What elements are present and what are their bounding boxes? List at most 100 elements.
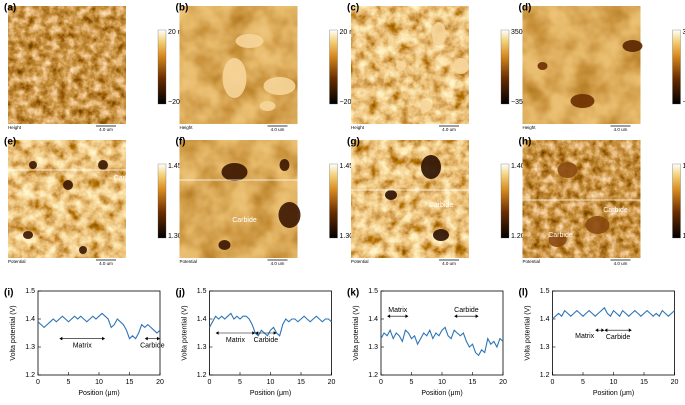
grain bbox=[218, 240, 231, 250]
grain bbox=[385, 190, 397, 200]
panel-label: (j) bbox=[176, 288, 185, 299]
colorbar bbox=[157, 29, 167, 105]
grain bbox=[23, 231, 33, 239]
y-tick-label: 1.2 bbox=[368, 372, 378, 379]
colorbar bbox=[500, 163, 510, 239]
panel-label: (h) bbox=[519, 137, 532, 148]
x-tick-label: 5 bbox=[238, 379, 242, 386]
colorbar-max: 1.45 V bbox=[683, 163, 685, 170]
scale-label: 4.0 um bbox=[614, 127, 628, 132]
grain bbox=[432, 22, 446, 46]
panel-label: (c) bbox=[347, 3, 359, 14]
colorbar-max: 1.45 V bbox=[340, 163, 361, 170]
y-axis-label: Volta potential (V) bbox=[353, 305, 360, 360]
annotation-label: Matrix bbox=[575, 333, 595, 340]
x-tick-label: 10 bbox=[95, 379, 103, 386]
afm-image bbox=[8, 140, 126, 258]
grain bbox=[537, 62, 548, 70]
y-tick-label: 1.5 bbox=[197, 288, 207, 295]
afm-image bbox=[351, 6, 469, 124]
arrow-head bbox=[595, 328, 605, 333]
y-tick-label: 1.3 bbox=[197, 344, 207, 351]
grain bbox=[622, 40, 643, 52]
grain bbox=[63, 180, 73, 190]
image-caption: Height bbox=[523, 125, 537, 130]
colorbar-max: 350 nm bbox=[683, 29, 685, 36]
afm-image bbox=[8, 6, 126, 124]
colorbar bbox=[157, 163, 167, 239]
image-caption: Height bbox=[351, 125, 365, 130]
x-tick-label: 20 bbox=[156, 379, 164, 386]
data-line bbox=[380, 326, 504, 357]
x-tick-label: 5 bbox=[581, 379, 585, 386]
image-caption: Potential bbox=[180, 259, 198, 264]
colorbar bbox=[672, 29, 681, 105]
data-line bbox=[37, 312, 161, 340]
y-tick-label: 1.4 bbox=[197, 316, 207, 323]
y-tick-label: 1.3 bbox=[368, 344, 378, 351]
x-axis-label: Position (μm) bbox=[421, 390, 462, 397]
image-caption: Height bbox=[180, 125, 194, 130]
image-caption: Potential bbox=[351, 259, 369, 264]
annotation-label: Matrix bbox=[226, 337, 246, 344]
colorbar-min: 1.20 V bbox=[511, 233, 532, 240]
y-axis-label: Volta potential (V) bbox=[524, 305, 531, 360]
y-tick-label: 1.2 bbox=[25, 372, 35, 379]
colorbar bbox=[329, 163, 338, 239]
panel-label: (d) bbox=[519, 3, 532, 14]
x-tick-label: 0 bbox=[551, 379, 555, 386]
x-tick-label: 15 bbox=[640, 379, 648, 386]
grain bbox=[421, 155, 441, 179]
x-axis-label: Position (μm) bbox=[78, 390, 119, 397]
annotation-label: Carbide bbox=[454, 307, 479, 314]
grain bbox=[79, 246, 87, 254]
annotation-label: Carbide bbox=[140, 342, 165, 349]
colorbar-max: 1.45 V bbox=[168, 163, 189, 170]
scale-label: 4.0 um bbox=[442, 261, 456, 266]
x-tick-label: 0 bbox=[36, 379, 40, 386]
scale-label: 4.0 um bbox=[614, 261, 628, 266]
scale-label: 4.0 um bbox=[442, 127, 456, 132]
image-caption: Potential bbox=[8, 259, 26, 264]
scale-label: 4.0 um bbox=[99, 261, 113, 266]
annotation-label: Matrix bbox=[73, 342, 93, 349]
grain bbox=[557, 162, 578, 178]
grain bbox=[420, 100, 432, 112]
y-tick-label: 1.4 bbox=[368, 316, 378, 323]
x-tick-label: 20 bbox=[499, 379, 507, 386]
panel-label: (e) bbox=[4, 137, 16, 148]
colorbar-max: 20 nm bbox=[168, 29, 188, 36]
carbide-label: Carbide bbox=[114, 175, 139, 182]
annotation-label: Carbide bbox=[254, 337, 279, 344]
y-tick-label: 1.5 bbox=[368, 288, 378, 295]
carbide-label: Carbide bbox=[429, 202, 454, 209]
panel-label: (l) bbox=[519, 288, 528, 299]
grain bbox=[453, 58, 469, 74]
afm-image bbox=[179, 140, 298, 258]
x-tick-label: 0 bbox=[379, 379, 383, 386]
arrow-head bbox=[454, 314, 479, 319]
data-line bbox=[552, 306, 675, 320]
plot-frame bbox=[37, 290, 161, 376]
y-tick-label: 1.2 bbox=[197, 372, 207, 379]
data-line bbox=[209, 312, 332, 337]
panel-label: (f) bbox=[176, 137, 186, 148]
colorbar bbox=[672, 163, 681, 239]
panel-label: (k) bbox=[347, 288, 359, 299]
x-tick-label: 10 bbox=[438, 379, 446, 386]
x-tick-label: 15 bbox=[297, 379, 305, 386]
x-axis-label: Position (μm) bbox=[250, 390, 291, 397]
y-tick-label: 1.4 bbox=[540, 316, 550, 323]
y-tick-label: 1.3 bbox=[540, 344, 550, 351]
colorbar bbox=[329, 29, 338, 105]
grain bbox=[222, 58, 247, 98]
colorbar bbox=[500, 29, 510, 105]
grain bbox=[263, 77, 296, 95]
colorbar-max: 1.40 V bbox=[511, 163, 532, 170]
scale-label: 4.0 um bbox=[271, 127, 285, 132]
panel-label: (b) bbox=[176, 3, 189, 14]
x-tick-label: 10 bbox=[610, 379, 618, 386]
x-tick-label: 0 bbox=[208, 379, 212, 386]
y-tick-label: 1.2 bbox=[540, 372, 550, 379]
